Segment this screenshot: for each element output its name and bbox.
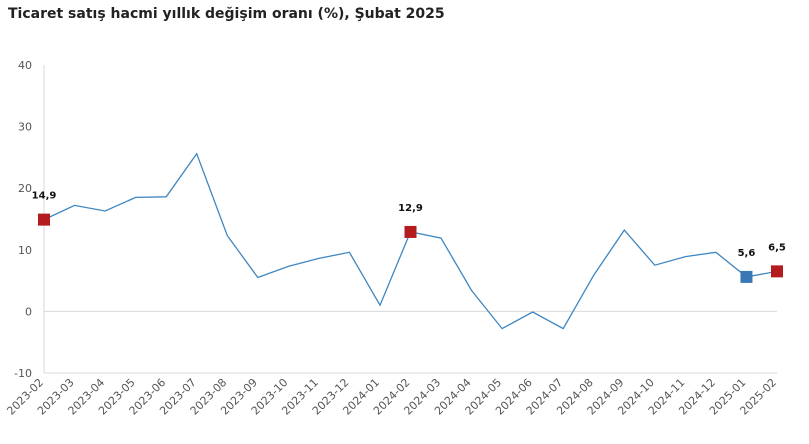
data-point-marker [771,265,783,278]
data-label: 12,9 [398,203,423,214]
data-point-marker [740,270,753,283]
data-point-marker [404,225,417,238]
data-label: 6,5 [768,242,786,253]
chart-title: Ticaret satış hacmi yıllık değişim oranı… [8,6,445,22]
y-tick-label: 40 [18,59,32,72]
data-label: 14,9 [32,191,57,202]
y-tick-label: 10 [18,244,32,257]
series-line [43,152,778,330]
y-tick-label: 20 [18,182,32,195]
y-tick-label: -10 [14,367,32,380]
y-tick-label: 30 [18,121,32,134]
data-label: 5,6 [738,248,756,259]
data-point-marker [38,213,50,226]
y-tick-label: 0 [25,305,32,318]
